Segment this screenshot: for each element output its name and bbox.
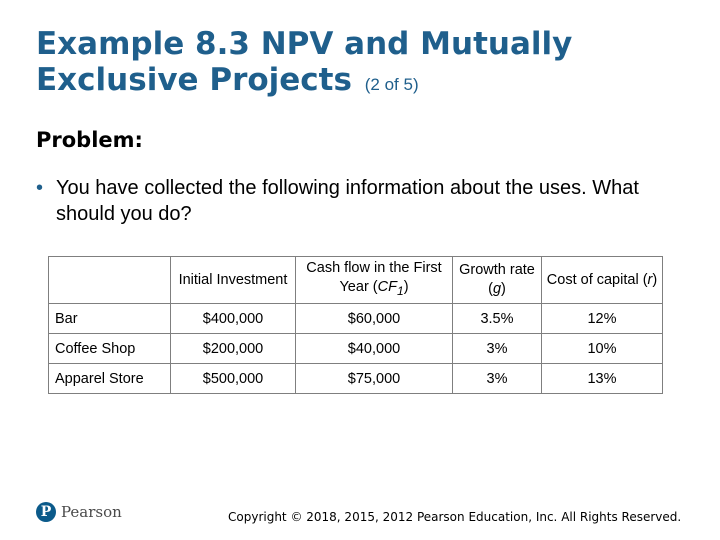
cell-growth: 3% bbox=[452, 333, 542, 364]
cell-cost: 10% bbox=[541, 333, 663, 364]
header-cash-flow-text: Cash flow in the First Year ( bbox=[306, 260, 442, 296]
pearson-logo-icon: P bbox=[36, 502, 56, 522]
header-cost-text: Cost of capital ( bbox=[546, 271, 648, 288]
row-label: Coffee Shop bbox=[48, 333, 171, 364]
bullet-item: • You have collected the following infor… bbox=[36, 175, 676, 227]
pearson-logo-text: Pearson bbox=[61, 503, 122, 521]
slide-title-text: Example 8.3 NPV and Mutually Exclusive P… bbox=[36, 26, 573, 98]
table-row: Bar $400,000 $60,000 3.5% 12% bbox=[48, 303, 663, 334]
header-growth-rate: Growth rate (g) bbox=[452, 256, 542, 304]
header-cash-flow-var: CF bbox=[377, 279, 397, 296]
cell-growth: 3% bbox=[452, 363, 542, 394]
table-row: Apparel Store $500,000 $75,000 3% 13% bbox=[48, 363, 663, 394]
cell-cost: 12% bbox=[541, 303, 663, 334]
projects-table: Initial Investment Cash flow in the Firs… bbox=[48, 256, 663, 394]
header-cash-flow: Cash flow in the First Year (CF1) bbox=[295, 256, 453, 304]
header-blank bbox=[48, 256, 171, 304]
slide-title: Example 8.3 NPV and Mutually Exclusive P… bbox=[36, 26, 636, 103]
header-cash-flow-close: ) bbox=[403, 279, 409, 296]
cell-cash-flow: $60,000 bbox=[295, 303, 453, 334]
slide-title-suffix: (2 of 5) bbox=[364, 75, 419, 94]
bullet-text: You have collected the following informa… bbox=[56, 177, 639, 225]
copyright-notice: Copyright © 2018, 2015, 2012 Pearson Edu… bbox=[228, 510, 682, 524]
cell-investment: $400,000 bbox=[170, 303, 296, 334]
row-label: Bar bbox=[48, 303, 171, 334]
header-cost-close: ) bbox=[652, 271, 658, 288]
row-label: Apparel Store bbox=[48, 363, 171, 394]
header-growth-var: g bbox=[492, 281, 502, 297]
cell-investment: $500,000 bbox=[170, 363, 296, 394]
table-header-row: Initial Investment Cash flow in the Firs… bbox=[48, 256, 663, 304]
cell-cash-flow: $40,000 bbox=[295, 333, 453, 364]
table-row: Coffee Shop $200,000 $40,000 3% 10% bbox=[48, 333, 663, 364]
header-cash-flow-sub: 1 bbox=[396, 283, 404, 298]
cell-cash-flow: $75,000 bbox=[295, 363, 453, 394]
problem-heading: Problem: bbox=[36, 128, 143, 152]
header-cost-var: r bbox=[647, 271, 653, 288]
header-initial-investment: Initial Investment bbox=[170, 256, 296, 304]
header-growth-text: Growth rate ( bbox=[459, 262, 535, 297]
cell-investment: $200,000 bbox=[170, 333, 296, 364]
header-growth-close: ) bbox=[501, 281, 506, 297]
pearson-logo: P Pearson bbox=[36, 502, 122, 522]
bullet-icon: • bbox=[36, 177, 44, 199]
header-cost-of-capital: Cost of capital (r) bbox=[541, 256, 663, 304]
cell-cost: 13% bbox=[541, 363, 663, 394]
cell-growth: 3.5% bbox=[452, 303, 542, 334]
